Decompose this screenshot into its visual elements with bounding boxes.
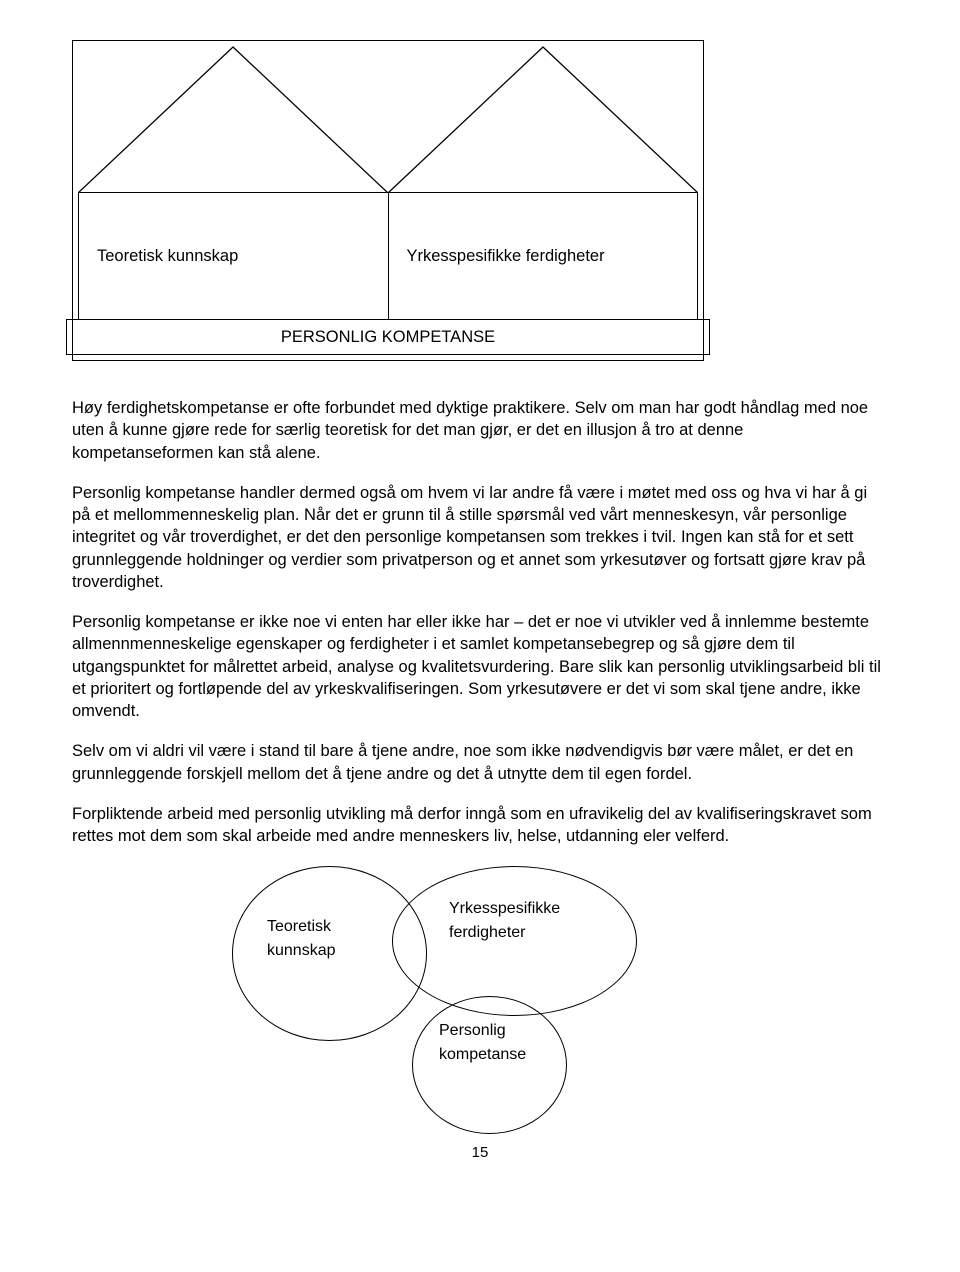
room-left: Teoretisk kunnskap	[78, 192, 389, 320]
house-outer-box: Teoretisk kunnskap Yrkesspesifikke ferdi…	[72, 40, 704, 361]
paragraph-3: Personlig kompetanse er ikke noe vi ente…	[72, 611, 888, 722]
paragraph-5: Forpliktende arbeid med personlig utvikl…	[72, 803, 888, 848]
document-page: Teoretisk kunnskap Yrkesspesifikke ferdi…	[0, 0, 960, 1191]
venn-ellipse-yrkesspesifikke: Yrkesspesifikke ferdigheter	[392, 866, 637, 1016]
venn-e1-line1: Teoretisk	[267, 915, 426, 939]
body-text: Høy ferdighetskompetanse er ofte forbund…	[72, 397, 888, 848]
venn-diagram: Yrkesspesifikke ferdigheter Teoretisk ku…	[232, 866, 732, 1136]
roof-svg	[78, 43, 698, 193]
venn-e2-line2: ferdigheter	[449, 921, 636, 945]
venn-e2-line1: Yrkesspesifikke	[449, 897, 636, 921]
paragraph-1: Høy ferdighetskompetanse er ofte forbund…	[72, 397, 888, 464]
venn-e3-line1: Personlig	[439, 1019, 566, 1043]
house-base: PERSONLIG KOMPETANSE	[66, 319, 710, 355]
house-base-label: PERSONLIG KOMPETANSE	[281, 328, 495, 347]
venn-e1-line2: kunnskap	[267, 939, 426, 963]
room-left-label: Teoretisk kunnskap	[97, 247, 238, 266]
room-right-label: Yrkesspesifikke ferdigheter	[407, 247, 605, 266]
house-roofs	[78, 43, 698, 193]
page-number: 15	[72, 1144, 888, 1161]
venn-ellipse-personlig: Personlig kompetanse	[412, 996, 567, 1134]
paragraph-4: Selv om vi aldri vil være i stand til ba…	[72, 740, 888, 785]
house-rooms: Teoretisk kunnskap Yrkesspesifikke ferdi…	[78, 192, 698, 320]
venn-ellipse-teoretisk: Teoretisk kunnskap	[232, 866, 427, 1041]
venn-e3-line2: kompetanse	[439, 1043, 566, 1067]
room-right: Yrkesspesifikke ferdigheter	[388, 192, 699, 320]
house-diagram: Teoretisk kunnskap Yrkesspesifikke ferdi…	[72, 40, 704, 361]
paragraph-2: Personlig kompetanse handler dermed også…	[72, 482, 888, 593]
